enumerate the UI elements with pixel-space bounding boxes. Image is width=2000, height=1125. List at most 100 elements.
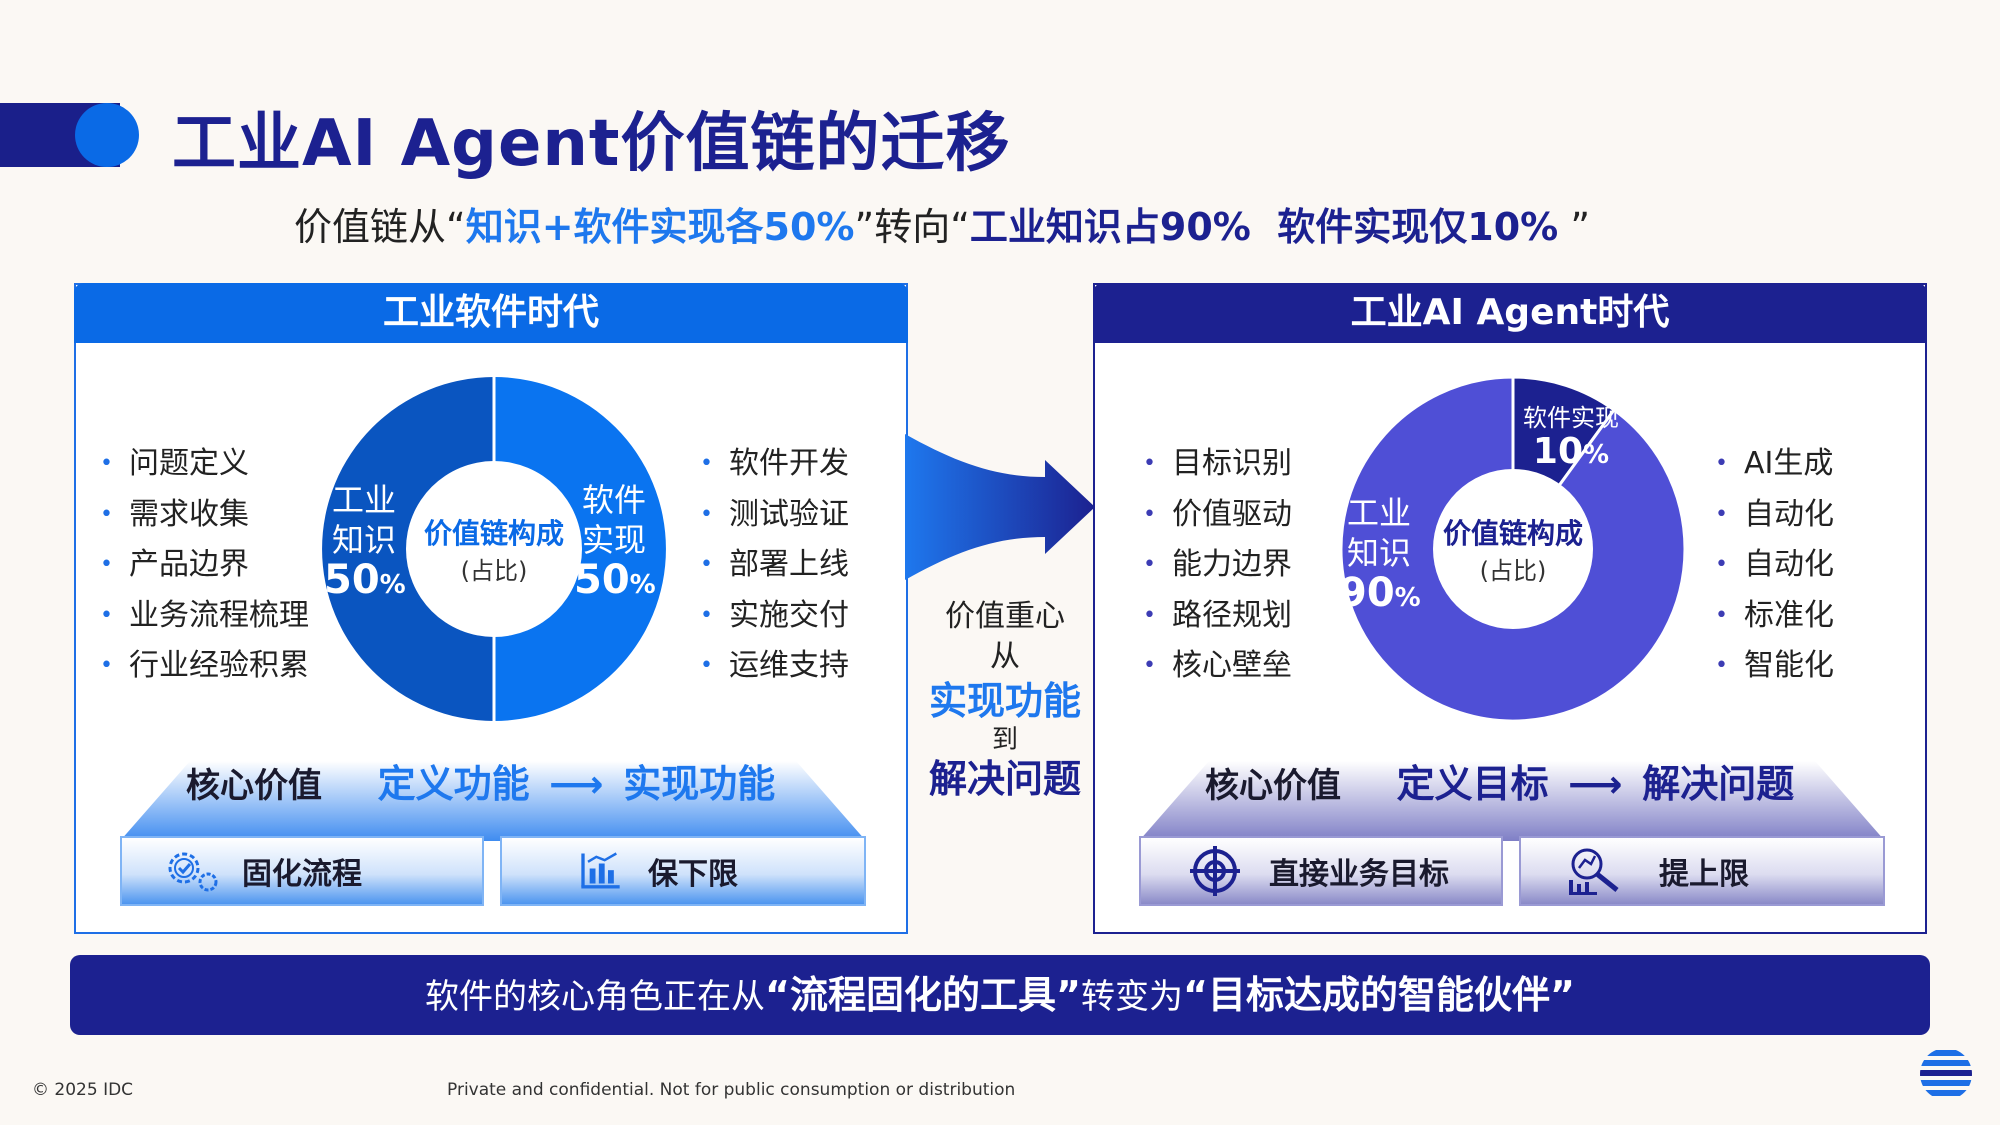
donut-hole [406,461,582,637]
transition-arrow-icon [905,434,1095,580]
box-label: 直接业务目标 [1269,857,1449,892]
box-label: 固化流程 [242,857,362,892]
list-item: 软件开发 [700,440,849,491]
industrial-software-era-panel: 工业软件时代 问题定义 需求收集 产品边界 业务流程梳理 行业经验积累 工业 知… [74,283,908,934]
list-item: 标准化 [1715,592,1834,643]
donut-percent-unit: % [379,570,406,600]
donut-percent: 10% [1511,433,1631,474]
donut-label-line: 软件实现 [1523,404,1619,432]
subtitle-quote: “ [446,205,466,249]
core-from: 定义目标 [1396,762,1549,806]
subtitle-quote: ” [1558,205,1591,249]
list-item: 自动化 [1715,541,1834,592]
value-shift-text: 价值重心 从 实现功能 到 解决问题 [915,597,1095,803]
subtitle-quote: “ [950,205,970,249]
donut-percent-value: 50 [574,557,630,603]
arrow-right-icon: ⟶ [1568,762,1623,806]
fixed-process-box: 固化流程 [120,836,484,906]
list-item: 智能化 [1715,642,1834,693]
subtitle-prefix: 价值链从 [294,205,447,249]
banner-prefix: 软件的核心角色正在从 [425,977,766,1017]
donut-label-knowledge: 工业 知识 50% [324,480,406,605]
list-item: 目标识别 [1143,440,1292,491]
list-item: 业务流程梳理 [100,592,309,643]
list-item: AI生成 [1715,440,1834,491]
conclusion-banner: 软件的核心角色正在从“流程固化的工具”转变为“目标达成的智能伙伴” [70,955,1930,1035]
right-bullet-list: 软件开发 测试验证 部署上线 实施交付 运维支持 [700,440,849,693]
donut-percent: 90% [1339,573,1421,618]
core-value-label: 核心价值 [186,766,322,806]
donut-percent-value: 10 [1532,431,1584,472]
list-item: 行业经验积累 [100,642,309,693]
shift-line: 到 [991,725,1018,755]
shift-from: 实现功能 [928,679,1081,723]
lower-bound-box: 保下限 [500,836,866,906]
industrial-ai-agent-era-panel: 工业AI Agent时代 目标识别 价值驱动 能力边界 路径规划 核心壁垒 软件… [1093,283,1927,934]
left-bullet-list: 目标识别 价值驱动 能力边界 路径规划 核心壁垒 [1143,440,1292,693]
list-item: 运维支持 [700,642,849,693]
donut-percent-unit: % [1583,440,1610,470]
list-item: 问题定义 [100,440,309,491]
box-label: 保下限 [648,857,738,892]
list-item: 需求收集 [100,491,309,542]
donut-label-software: 软件 实现 50% [574,480,656,605]
panel-header: 工业AI Agent时代 [1093,283,1927,343]
donut-center-title: 价值链构成 [1442,517,1583,550]
core-value-label: 核心价值 [1205,766,1341,806]
list-item: 路径规划 [1143,592,1292,643]
direct-business-goal-box: 直接业务目标 [1139,836,1503,906]
shift-line: 价值重心 [945,599,1065,634]
donut-percent: 50% [574,557,656,605]
subtitle-to: 工业知识占90% 软件实现仅10% [969,205,1559,249]
donut-center-title: 价值链构成 [423,517,564,550]
panel-header: 工业软件时代 [74,283,908,343]
donut-label-knowledge: 工业 知识 90% [1339,493,1421,618]
list-item: 自动化 [1715,491,1834,542]
upper-bound-box: 提上限 [1519,836,1885,906]
left-bullet-list: 问题定义 需求收集 产品边界 业务流程梳理 行业经验积累 [100,440,309,693]
core-value-row: 核心价值 定义目标 ⟶ 解决问题 [1205,753,1794,808]
list-item: 产品边界 [100,541,309,592]
page-subtitle: 价值链从“知识+软件实现各50%”转向“工业知识占90% 软件实现仅10% ” [294,196,1590,251]
box-label: 提上限 [1659,857,1749,892]
banner-to: “目标达成的智能伙伴” [1183,973,1575,1017]
title-accent-dot [75,103,139,167]
core-value-row: 核心价值 定义功能 ⟶ 实现功能 [186,753,775,808]
donut-label-line: 软件 [581,481,646,519]
donut-label-line: 知识 [331,521,396,559]
list-item: 部署上线 [700,541,849,592]
donut-center-subtitle: (占比) [460,557,528,585]
bar-chart-icon [581,852,620,889]
banner-mid: 转变为 [1081,977,1183,1017]
donut-label-software: 软件实现 10% [1511,403,1631,474]
subtitle-from: 知识+软件实现各50% [465,205,855,249]
shift-line: 从 [990,639,1020,674]
arrow-right-icon: ⟶ [549,762,604,806]
subtitle-mid: 转向 [874,205,951,249]
core-value-platform [1139,761,1885,841]
donut-percent-unit: % [629,570,656,600]
chart-magnifier-icon [1569,848,1619,895]
core-from: 定义功能 [377,762,530,806]
donut-segment-industrial-knowledge [1339,375,1687,723]
list-item: 测试验证 [700,491,849,542]
banner-from: “流程固化的工具” [765,973,1081,1017]
subtitle-quote: ” [854,205,875,249]
donut-hole [1433,469,1593,629]
target-icon [1190,846,1240,896]
donut-label-line: 工业 [331,481,396,519]
donut-percent-unit: % [1394,583,1421,613]
value-chain-donut-chart [322,374,666,724]
donut-percent-value: 50 [324,557,380,603]
donut-label-line: 知识 [1346,534,1411,572]
list-item: 价值驱动 [1143,491,1292,542]
core-to: 实现功能 [623,762,776,806]
page-title: 工业AI Agent价值链的迁移 [172,107,1011,181]
shift-to: 解决问题 [928,757,1081,801]
core-to: 解决问题 [1642,762,1795,806]
right-bullet-list: AI生成 自动化 自动化 标准化 智能化 [1715,440,1834,693]
list-item: 核心壁垒 [1143,642,1292,693]
core-value-platform [120,761,866,841]
idc-globe-icon [1920,1050,1972,1096]
donut-center-subtitle: (占比) [1479,557,1547,585]
